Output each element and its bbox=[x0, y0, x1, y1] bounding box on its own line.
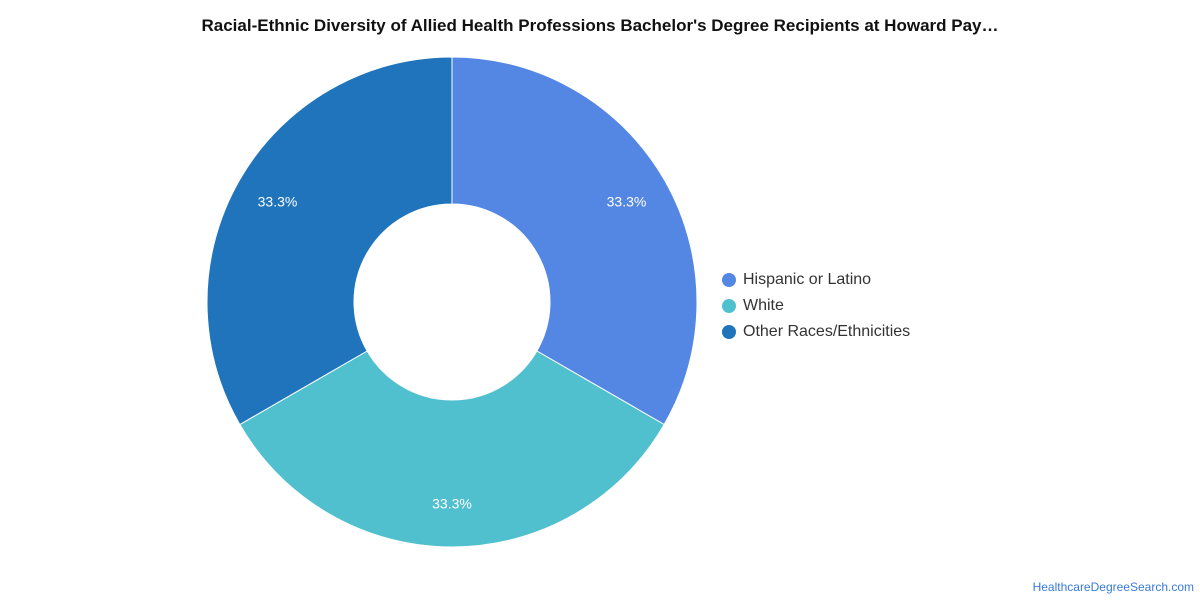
slice-label: 33.3% bbox=[258, 193, 298, 209]
legend-label: Other Races/Ethnicities bbox=[743, 323, 911, 340]
legend-label: White bbox=[743, 297, 784, 314]
legend-label: Hispanic or Latino bbox=[743, 271, 872, 288]
legend-swatch bbox=[722, 325, 736, 339]
chart-title: Racial-Ethnic Diversity of Allied Health… bbox=[201, 16, 999, 35]
slice-label: 33.3% bbox=[607, 193, 647, 209]
legend-swatch bbox=[722, 273, 736, 287]
slice-label: 33.3% bbox=[432, 496, 472, 512]
legend: Hispanic or Latino White Other Races/Ethni… bbox=[722, 267, 910, 345]
slice-white[interactable] bbox=[239, 350, 665, 548]
legend-item[interactable]: Hispanic or Latino bbox=[722, 267, 910, 293]
legend-item[interactable]: White bbox=[722, 293, 910, 319]
legend-swatch bbox=[722, 299, 736, 313]
source-link[interactable]: HealthcareDegreeSearch.com bbox=[1032, 580, 1194, 594]
slice-hispanic-or-latino[interactable] bbox=[451, 56, 698, 426]
slice-other-races-ethnicities[interactable] bbox=[206, 56, 453, 426]
legend-item[interactable]: Other Races/Ethnicities bbox=[722, 319, 910, 345]
